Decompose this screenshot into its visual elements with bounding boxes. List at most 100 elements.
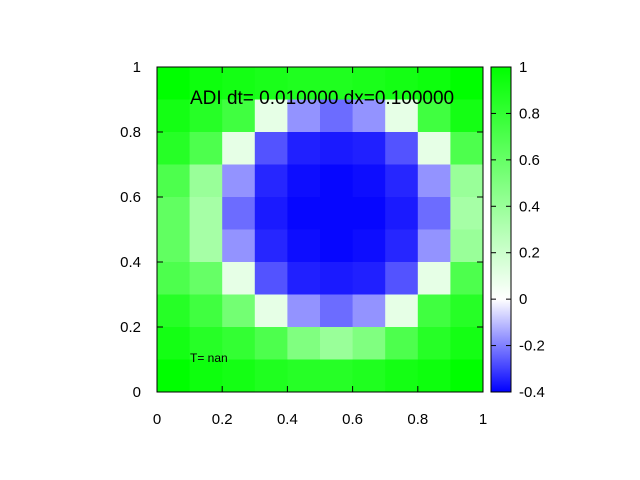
colorbar-tick-label: -0.4 <box>519 384 545 401</box>
heatmap-cell <box>450 327 484 360</box>
heatmap-cell <box>157 132 191 165</box>
heatmap-cell <box>189 359 223 393</box>
heatmap-cell <box>352 229 386 263</box>
colorbar-tick-labels: -0.4 -0.2 0 0.2 0.4 0.6 0.8 1 <box>519 59 545 401</box>
heatmap-cell <box>254 262 288 295</box>
heatmap-cell <box>450 67 484 100</box>
heatmap-cell <box>222 229 256 263</box>
heatmap-cell <box>320 164 354 198</box>
heatmap-cell <box>385 294 419 328</box>
heatmap-cell <box>450 294 484 328</box>
heatmap-cell <box>157 359 191 393</box>
heatmap-cell <box>320 327 354 360</box>
heatmap-cells <box>157 67 484 393</box>
heatmap-cell <box>417 132 451 165</box>
heatmap-cell <box>287 99 321 133</box>
heatmap-cell <box>287 359 321 393</box>
heatmap-cell <box>352 132 386 165</box>
heatmap-cell <box>450 99 484 133</box>
heatmap-cell <box>157 229 191 263</box>
heatmap-cell <box>189 164 223 198</box>
plot-ticks <box>156 66 484 393</box>
heatmap-cell <box>157 67 191 100</box>
heatmap-cell <box>157 99 191 133</box>
y-tick-labels: 0 0.2 0.4 0.6 0.8 1 <box>120 59 141 401</box>
heatmap-cell <box>352 327 386 360</box>
heatmap-cell <box>254 99 288 133</box>
heatmap-cell <box>417 229 451 263</box>
heatmap-cell <box>287 262 321 295</box>
colorbar-tick-label: 0.4 <box>519 198 540 215</box>
heatmap-cell <box>320 294 354 328</box>
colorbar <box>490 66 512 393</box>
heatmap-cell <box>157 197 191 230</box>
heatmap-cell <box>320 132 354 165</box>
heatmap-cell <box>254 164 288 198</box>
heatmap-cell <box>287 197 321 230</box>
heatmap-cell <box>254 327 288 360</box>
heatmap-cell <box>385 229 419 263</box>
heatmap-cell <box>254 294 288 328</box>
time-annotation: T= nan <box>190 351 228 365</box>
heatmap-cell <box>254 67 288 100</box>
heatmap-cell <box>222 327 256 360</box>
heatmap-cell <box>320 197 354 230</box>
heatmap-cell <box>254 359 288 393</box>
heatmap-cell <box>222 197 256 230</box>
heatmap-cell <box>417 164 451 198</box>
heatmap-cell <box>189 294 223 328</box>
heatmap-cell <box>157 164 191 198</box>
heatmap-cell <box>450 359 484 393</box>
heatmap-cell <box>352 294 386 328</box>
y-tick-label: 0.2 <box>120 319 141 336</box>
heatmap-cell <box>157 327 191 360</box>
heatmap-cell <box>352 67 386 100</box>
x-tick-label: 0.6 <box>342 411 363 428</box>
heatmap-cell <box>417 327 451 360</box>
heatmap-cell <box>385 327 419 360</box>
heatmap-cell <box>385 164 419 198</box>
heatmap-cell <box>222 99 256 133</box>
heatmap-cell <box>287 164 321 198</box>
colorbar-tick-label: 0.8 <box>519 105 540 122</box>
heatmap-cell <box>417 294 451 328</box>
heatmap-cell <box>417 99 451 133</box>
colorbar-tick-label: 1 <box>519 59 527 76</box>
heatmap-cell <box>352 262 386 295</box>
heatmap-cell <box>450 262 484 295</box>
plot-frame <box>156 66 484 393</box>
heatmap-cell <box>254 197 288 230</box>
heatmap-cell <box>450 197 484 230</box>
y-tick-label: 0.8 <box>120 124 141 141</box>
x-tick-label: 0.8 <box>407 411 428 428</box>
heatmap-cell <box>189 67 223 100</box>
heatmap-cell <box>222 294 256 328</box>
heatmap-cell <box>222 359 256 393</box>
heatmap-cell <box>189 229 223 263</box>
heatmap-cell <box>189 99 223 133</box>
x-tick-labels: 0 0.2 0.4 0.6 0.8 1 <box>153 411 487 428</box>
heatmap-cell <box>222 132 256 165</box>
colorbar-tick-label: 0.2 <box>519 245 540 262</box>
heatmap-cell <box>222 262 256 295</box>
colorbar-tick-label: 0 <box>519 291 527 308</box>
heatmap-cell <box>352 164 386 198</box>
y-tick-label: 0.4 <box>120 254 141 271</box>
heatmap-cell <box>450 132 484 165</box>
x-tick-label: 0.4 <box>277 411 298 428</box>
colorbar-tick-label: -0.2 <box>519 338 545 355</box>
heatmap-cell <box>222 164 256 198</box>
heatmap-cell <box>320 359 354 393</box>
heatmap-cell <box>157 294 191 328</box>
heatmap-cell <box>320 99 354 133</box>
y-tick-label: 1 <box>133 59 141 76</box>
heatmap-cell <box>417 359 451 393</box>
heatmap-cell <box>189 327 223 360</box>
heatmap-cell <box>450 164 484 198</box>
heatmap-cell <box>320 229 354 263</box>
heatmap-cell <box>287 229 321 263</box>
heatmap-cell <box>385 99 419 133</box>
y-tick-label: 0 <box>133 384 141 401</box>
heatmap-cell <box>352 197 386 230</box>
